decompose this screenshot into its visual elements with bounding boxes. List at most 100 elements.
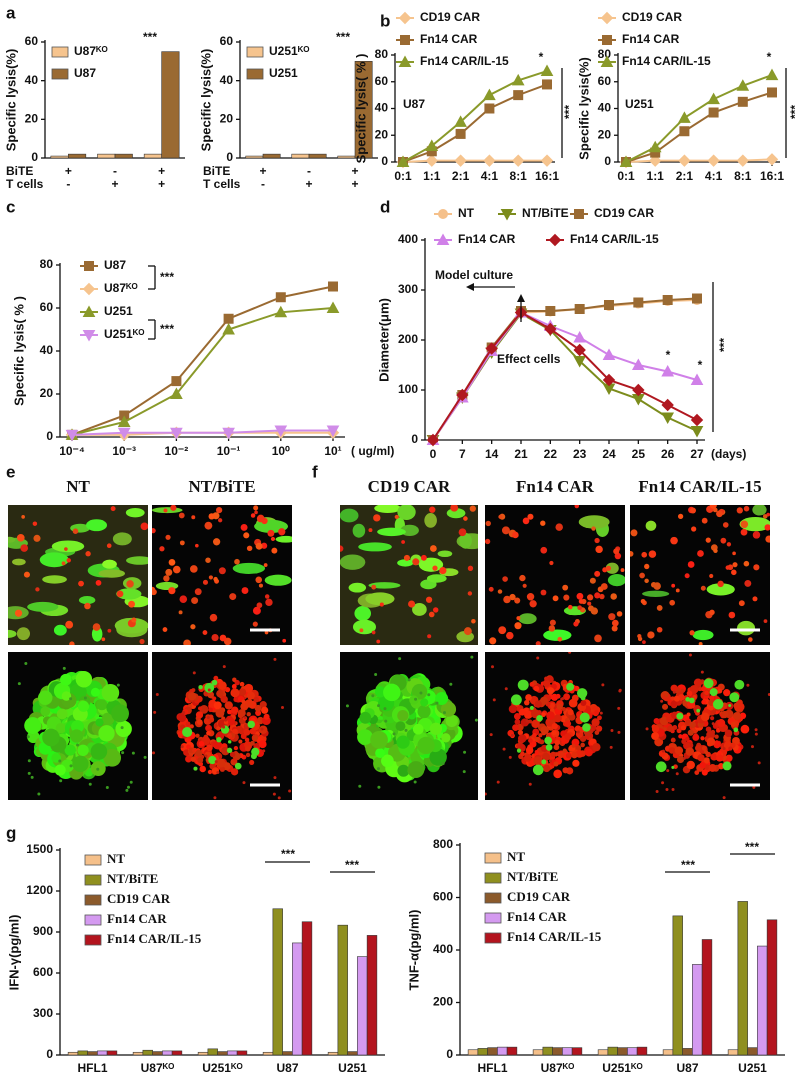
- x-tick-label: 10⁻⁴: [59, 444, 85, 458]
- cell: [190, 756, 197, 762]
- cell: [717, 750, 722, 755]
- cell: [701, 745, 707, 751]
- cell: [463, 750, 467, 754]
- cell: [272, 792, 276, 796]
- cell: [427, 693, 431, 697]
- cell: [474, 718, 478, 722]
- marker: [602, 373, 616, 387]
- x-tick-label: 10⁻¹: [217, 444, 241, 458]
- y-tick-label: 60: [375, 74, 389, 88]
- cell: [524, 699, 530, 706]
- y-tick-label: 60: [25, 34, 39, 48]
- cell: [258, 583, 263, 588]
- x-tick-label: U251: [738, 1061, 767, 1073]
- cell: [591, 526, 596, 531]
- cell: [676, 755, 685, 764]
- cell: [153, 710, 157, 714]
- bar: [337, 924, 348, 1056]
- cell: [656, 605, 663, 611]
- cell: [77, 700, 90, 712]
- cell: [665, 788, 669, 792]
- cell: [548, 625, 556, 632]
- cell: [528, 738, 533, 743]
- bar: [354, 61, 373, 159]
- y-tick-label: 20: [40, 386, 54, 400]
- cell: [177, 730, 184, 738]
- cell: [204, 754, 208, 758]
- cells: [340, 505, 478, 644]
- cell: [620, 568, 625, 572]
- cell: [510, 694, 522, 706]
- cell: [75, 671, 93, 688]
- cell: [732, 711, 742, 721]
- cell: [83, 696, 87, 700]
- cell: [674, 695, 680, 702]
- marker: [425, 139, 439, 151]
- cell: [688, 697, 695, 704]
- cell: [618, 689, 622, 693]
- panel-letter: d: [380, 197, 390, 216]
- cell: [27, 759, 31, 763]
- marker: [484, 103, 495, 114]
- y-tick-label: 80: [598, 47, 612, 61]
- cell: [645, 520, 657, 531]
- bar: [227, 1050, 238, 1056]
- cell: [642, 590, 670, 597]
- cell: [218, 567, 226, 575]
- cell: [186, 744, 191, 750]
- cell: [516, 706, 521, 711]
- cell: [208, 575, 213, 580]
- y-tick-label: 60: [220, 34, 234, 48]
- marker: [485, 342, 498, 355]
- cell: [550, 751, 557, 758]
- marker: [398, 11, 412, 25]
- cell: [519, 574, 526, 582]
- cell: [712, 699, 724, 710]
- row-mark: +: [158, 177, 165, 191]
- y-tick-label: 0: [31, 150, 38, 164]
- micrograph: [340, 505, 478, 645]
- cell: [675, 588, 680, 593]
- cell: [205, 557, 211, 563]
- cell: [700, 736, 705, 741]
- cell: [617, 706, 621, 710]
- legend-label: NT/BiTE: [522, 206, 569, 220]
- bar: [217, 1051, 228, 1056]
- y-tick-label: 0: [46, 1047, 53, 1061]
- cell: [720, 537, 727, 544]
- cell: [644, 563, 650, 570]
- cell: [238, 688, 247, 696]
- cell: [379, 602, 384, 607]
- cell: [58, 759, 62, 763]
- cell: [383, 683, 401, 702]
- cell: [178, 512, 185, 519]
- cell: [32, 521, 38, 526]
- cell: [243, 532, 250, 539]
- marker: [661, 412, 675, 425]
- cell: [613, 548, 620, 555]
- legend-swatch: [484, 892, 502, 904]
- cell: [534, 700, 542, 708]
- cell: [532, 764, 544, 776]
- cell: [536, 656, 540, 660]
- cell: [182, 726, 193, 738]
- bar: [562, 1047, 573, 1056]
- cell: [670, 711, 679, 719]
- cell: [611, 619, 619, 627]
- cell: [594, 710, 599, 715]
- cell: [498, 626, 507, 635]
- cell: [64, 744, 76, 756]
- marker: [574, 209, 584, 219]
- cell: [661, 749, 665, 753]
- cell: [255, 542, 263, 550]
- cell: [541, 759, 547, 765]
- y-axis-label: Specific lysis( % ): [11, 296, 26, 406]
- cell: [371, 630, 376, 635]
- cell: [42, 728, 60, 747]
- x-tick-label: 24: [602, 447, 616, 461]
- cell: [202, 630, 208, 635]
- cell: [392, 732, 396, 736]
- cell: [288, 789, 292, 793]
- y-axis-label: TNF-α(pg/ml): [406, 910, 421, 991]
- cell: [706, 737, 716, 747]
